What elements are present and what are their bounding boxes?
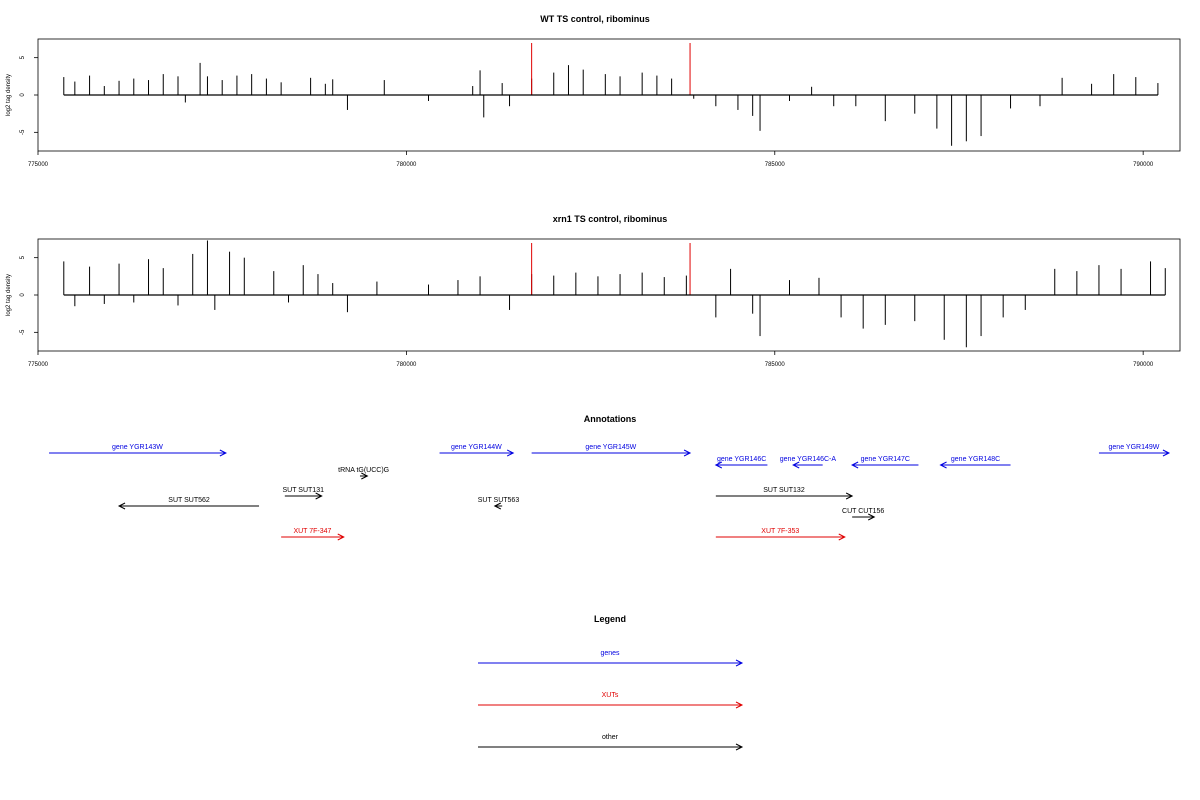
feature-other: SUT SUT563 xyxy=(478,497,520,510)
feature-label: SUT SUT131 xyxy=(282,487,324,494)
feature-label: gene YGR149W xyxy=(1109,444,1160,451)
arrowhead-icon xyxy=(735,701,744,709)
feature-label: SUT SUT132 xyxy=(763,487,805,494)
feature-label: XUT 7F-353 xyxy=(761,528,799,535)
bars-group xyxy=(63,240,1166,348)
legend-label: genes xyxy=(600,650,620,657)
arrowhead-icon xyxy=(506,449,515,457)
arrowhead-icon xyxy=(1162,449,1171,457)
feature-other: SUT SUT131 xyxy=(282,487,324,500)
feature-xut: XUT 7F-347 xyxy=(281,528,345,541)
feature-gene: gene YGR147C xyxy=(851,456,919,469)
legend-entry: genes xyxy=(478,650,744,667)
y-tick-label: 0 xyxy=(20,293,26,297)
x-tick-label: 790000 xyxy=(1133,362,1154,368)
feature-gene: gene YGR146C-A xyxy=(780,456,837,469)
feature-gene: gene YGR144W xyxy=(439,444,515,457)
feature-other: SUT SUT132 xyxy=(715,487,854,500)
arrowhead-icon xyxy=(792,461,800,469)
feature-gene: gene YGR148C xyxy=(939,456,1011,469)
arrowhead-icon xyxy=(337,533,345,541)
arrowhead-icon xyxy=(868,513,876,521)
arrowhead-icon xyxy=(683,449,692,457)
legend-entries: genes XUTs other xyxy=(478,650,744,751)
x-tick-label: 785000 xyxy=(765,362,786,368)
y-tick-label: 5 xyxy=(20,55,26,59)
arrowhead-icon xyxy=(361,472,369,480)
arrowhead-icon xyxy=(735,743,744,751)
feature-other: tRNA tG(UCC)G xyxy=(338,467,389,480)
feature-label: gene YGR146C xyxy=(717,456,766,463)
annotation-features: gene YGR143W gene YGR144W gene YGR145W gene… xyxy=(49,444,1171,541)
arrowhead-icon xyxy=(714,461,723,469)
feature-label: gene YGR147C xyxy=(861,456,910,463)
x-tick-label: 775000 xyxy=(28,162,49,168)
feature-gene: gene YGR145W xyxy=(531,444,692,457)
arrowhead-icon xyxy=(939,461,947,469)
panel-wt: WT TS control, ribominus log2 tag densit… xyxy=(6,14,1181,168)
x-tick-label: 790000 xyxy=(1133,162,1154,168)
arrowhead-icon xyxy=(851,461,859,469)
feature-label: tRNA tG(UCC)G xyxy=(338,467,389,474)
feature-label: SUT SUT562 xyxy=(168,497,210,504)
arrowhead-icon xyxy=(117,502,126,510)
x-tick-label: 780000 xyxy=(396,162,417,168)
axes-group: 775000 780000 785000 790000 -5 0 5 xyxy=(20,255,1166,368)
annotations-panel: Annotations gene YGR143W gene YGR144W gene… xyxy=(49,414,1171,541)
feature-label: CUT CUT156 xyxy=(842,508,884,515)
arrowhead-icon xyxy=(735,659,744,667)
feature-label: gene YGR148C xyxy=(951,456,1000,463)
panel-xrn1: xrn1 TS control, ribominus log2 tag dens… xyxy=(6,214,1181,368)
feature-other: CUT CUT156 xyxy=(842,508,884,521)
y-tick-label: -5 xyxy=(20,329,26,335)
arrowhead-icon xyxy=(315,492,323,500)
legend-label: XUTs xyxy=(602,692,619,699)
axes-group: 775000 780000 785000 790000 -5 0 5 xyxy=(20,55,1158,168)
annotations-title: Annotations xyxy=(584,414,637,424)
feature-label: SUT SUT563 xyxy=(478,497,520,504)
x-tick-label: 780000 xyxy=(396,362,417,368)
feature-label: XUT 7F-347 xyxy=(293,528,331,535)
feature-label: gene YGR145W xyxy=(585,444,636,451)
y-tick-label: 0 xyxy=(20,93,26,97)
y-axis-label: log2 tag density xyxy=(6,274,12,316)
panel-title: xrn1 TS control, ribominus xyxy=(553,214,668,224)
legend: Legend genes XUTs other xyxy=(478,614,744,751)
feature-gene: gene YGR146C xyxy=(714,456,768,469)
feature-label: gene YGR146C-A xyxy=(780,456,837,463)
arrowhead-icon xyxy=(219,449,227,457)
y-tick-label: 5 xyxy=(20,255,26,259)
x-tick-label: 785000 xyxy=(765,162,786,168)
legend-entry: XUTs xyxy=(478,692,744,709)
arrowhead-icon xyxy=(845,492,854,500)
feature-label: gene YGR144W xyxy=(451,444,502,451)
feature-gene: gene YGR149W xyxy=(1098,444,1171,457)
arrowhead-icon xyxy=(493,502,502,510)
arrowhead-icon xyxy=(838,533,846,541)
y-axis-label: log2 tag density xyxy=(6,74,12,116)
feature-xut: XUT 7F-353 xyxy=(715,528,846,541)
legend-label: other xyxy=(602,734,619,741)
x-tick-label: 775000 xyxy=(28,362,49,368)
legend-title: Legend xyxy=(594,614,626,624)
legend-entry: other xyxy=(478,734,744,751)
y-tick-label: -5 xyxy=(20,129,26,135)
feature-other: SUT SUT562 xyxy=(117,497,260,510)
feature-label: gene YGR143W xyxy=(112,444,163,451)
bars-group xyxy=(63,43,1159,146)
feature-gene: gene YGR143W xyxy=(49,444,227,457)
panel-title: WT TS control, ribominus xyxy=(540,14,650,24)
